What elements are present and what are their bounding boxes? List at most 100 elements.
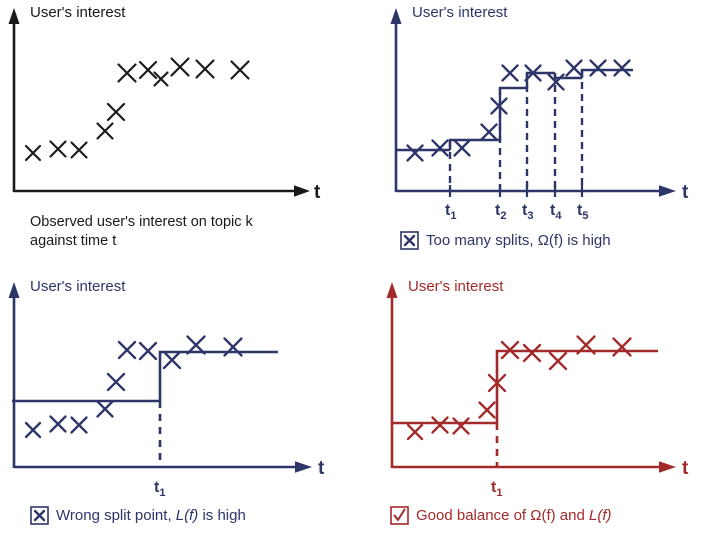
x-axis-label: t xyxy=(318,458,325,479)
legend-wrong-split: Wrong split point, L(f) is high xyxy=(30,506,246,525)
x-marker xyxy=(117,63,137,83)
legend-label: Wrong split point, L(f) is high xyxy=(56,507,246,524)
x-marker xyxy=(138,341,158,361)
x-marker xyxy=(576,335,596,355)
legend-label: Good balance of Ω(f) and L(f) xyxy=(416,507,612,524)
x-marker xyxy=(490,97,508,115)
x-marker xyxy=(186,335,206,355)
scatter-markers xyxy=(24,57,250,162)
x-marker xyxy=(612,337,632,357)
x-axis xyxy=(14,461,312,473)
tick-label: t3 xyxy=(522,202,533,222)
tick-label: t5 xyxy=(577,202,588,222)
tick-label: t1 xyxy=(154,479,165,499)
x-marker xyxy=(480,123,498,141)
y-axis-label: User's interest xyxy=(30,4,126,21)
caption-line-1: Observed user's interest on topic k xyxy=(30,214,254,230)
step-function-line xyxy=(392,349,658,425)
legend-label-mid: and xyxy=(555,507,590,524)
scatter-markers xyxy=(406,59,631,162)
legend-label-math: L(f) xyxy=(175,507,199,524)
x-marker xyxy=(49,415,67,433)
x-axis-label: t xyxy=(682,458,689,479)
x-marker xyxy=(431,416,449,434)
step-path xyxy=(12,350,278,403)
x-marker xyxy=(487,373,507,393)
legend-label-pre: Wrong split point, xyxy=(56,507,176,524)
panel-wrong-split: User's interest t t1 Wrong split point, … xyxy=(0,267,352,534)
legend-label-omega: Ω(f) xyxy=(530,507,556,524)
x-marker xyxy=(70,141,88,159)
legend-too-many-splits: Too many splits, Ω(f) is high xyxy=(400,231,611,250)
caption-line-2: against time t xyxy=(30,233,116,249)
scatter-markers xyxy=(24,335,243,439)
x-axis xyxy=(14,185,310,197)
step-function-line xyxy=(12,350,278,403)
legend-label-l: L(f) xyxy=(589,507,612,524)
x-marker xyxy=(565,59,583,77)
x-marker xyxy=(96,400,114,418)
y-axis-label: User's interest xyxy=(412,4,508,21)
step-path xyxy=(392,349,658,425)
x-marker xyxy=(501,64,519,82)
y-axis xyxy=(8,8,20,192)
y-axis xyxy=(386,282,398,468)
y-axis-label: User's interest xyxy=(30,278,126,295)
x-marker xyxy=(170,57,190,77)
panel-too-many-splits: User's interest t t1 t2 t3 t4 t5 Too many sp… xyxy=(352,0,703,267)
x-marker xyxy=(24,421,42,439)
x-marker xyxy=(452,417,470,435)
wrong-split-chart: User's interest t t1 xyxy=(8,278,325,499)
panel-good-balance: User's interest t t1 Good balance of Ω(f… xyxy=(352,267,703,534)
x-marker xyxy=(24,144,42,162)
x-marker xyxy=(613,59,631,77)
x-marker xyxy=(406,423,424,441)
step-path xyxy=(396,68,633,152)
too-many-splits-chart: User's interest t t1 t2 t3 t4 t5 xyxy=(390,4,689,222)
x-marker xyxy=(49,140,67,158)
tick-labels: t1 t2 t3 t4 t5 xyxy=(445,202,588,222)
x-box-icon xyxy=(30,506,49,525)
y-axis xyxy=(390,8,402,192)
tick-labels: t1 xyxy=(491,479,502,499)
x-marker xyxy=(195,59,215,79)
x-axis xyxy=(396,185,676,197)
step-function-line xyxy=(396,68,633,152)
x-axis xyxy=(392,461,676,473)
x-marker xyxy=(524,64,542,82)
x-marker xyxy=(547,73,565,91)
x-marker xyxy=(500,340,520,360)
axis-ticks xyxy=(448,185,584,197)
x-axis-label: t xyxy=(682,182,689,203)
legend-label-pre: Good balance of xyxy=(416,507,531,524)
x-marker xyxy=(406,144,424,162)
panel-observed-scatter: User's interest t Observed user's intere… xyxy=(0,0,352,267)
x-marker xyxy=(548,351,568,371)
x-marker xyxy=(230,60,250,80)
y-axis xyxy=(8,282,20,468)
scatter-chart: User's interest t Observed user's intere… xyxy=(8,4,321,249)
x-marker xyxy=(431,139,449,157)
good-balance-chart: User's interest t t1 xyxy=(386,278,689,499)
x-marker xyxy=(106,102,126,122)
x-marker xyxy=(223,337,243,357)
x-marker xyxy=(138,60,158,80)
legend-label: Too many splits, Ω(f) is high xyxy=(426,232,611,249)
x-marker xyxy=(70,416,88,434)
x-marker xyxy=(478,401,496,419)
legend-label-post: is high xyxy=(198,507,246,524)
legend-good-balance: Good balance of Ω(f) and L(f) xyxy=(390,506,612,525)
x-marker xyxy=(96,122,114,140)
x-marker xyxy=(162,350,182,370)
tick-label: t4 xyxy=(550,202,562,222)
x-marker xyxy=(106,372,126,392)
check-box-icon xyxy=(390,506,409,525)
tick-label: t2 xyxy=(495,202,506,222)
y-axis-label: User's interest xyxy=(408,278,504,295)
x-marker xyxy=(453,139,471,157)
x-marker xyxy=(117,340,137,360)
x-marker xyxy=(522,343,542,363)
scatter-markers xyxy=(406,335,632,441)
tick-label: t1 xyxy=(445,202,456,222)
